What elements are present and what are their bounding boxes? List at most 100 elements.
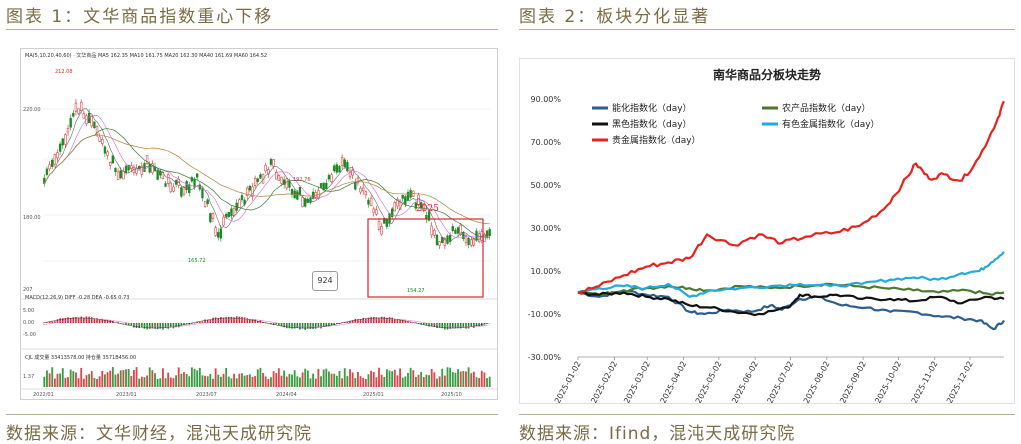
candle-body <box>325 183 327 189</box>
volume-bar <box>412 370 414 387</box>
volume-bar <box>457 369 459 387</box>
volume-bar <box>215 368 217 387</box>
volume-bar <box>265 376 267 387</box>
macd-bar <box>289 323 291 328</box>
candle-body <box>265 165 267 171</box>
candle-body <box>286 179 288 188</box>
candle-body <box>273 160 275 167</box>
volume-bar <box>262 373 264 387</box>
volume-bar <box>468 367 470 387</box>
candle-body <box>478 234 480 242</box>
x-tick-label: 2025-08-02 <box>802 360 832 403</box>
sector-line-svg: 南华商品分板块走势-30.00%-10.00%10.00%30.00%50.00… <box>520 59 1014 403</box>
candle-body <box>362 188 364 191</box>
volume-bar <box>130 376 132 387</box>
x-tick-label: 2025-03-02 <box>622 360 652 403</box>
volume-bar <box>72 371 74 387</box>
macd-tick-minus5: -5.00 <box>23 332 36 338</box>
volume-legend: CJL 成交量 33413578.00 持仓量 3571B456.00 <box>25 354 136 361</box>
macd-bar <box>173 323 175 328</box>
volume-bar <box>486 378 488 387</box>
volume-bar <box>173 378 175 387</box>
volume-bar <box>312 374 314 387</box>
volume-bar <box>476 377 478 387</box>
candle-body <box>360 188 362 192</box>
wenhua-index-kline-chart: MA(5,10,20,40,60) · 文华商品 MA5 162.35 MA10… <box>20 48 498 400</box>
macd-bar <box>452 323 454 328</box>
right-title-rule <box>519 29 1015 30</box>
volume-bar <box>51 367 53 387</box>
volume-bar <box>383 377 385 387</box>
macd-bar <box>383 317 385 323</box>
legend-label: 有色金属指数化（day） <box>782 118 880 130</box>
x-tick-2022-01: 2022/01 <box>33 392 54 398</box>
candle-body <box>426 215 428 219</box>
volume-bar <box>104 374 106 387</box>
candle-body <box>215 228 217 236</box>
volume-bar <box>159 378 161 387</box>
candle-body <box>80 102 82 111</box>
y-tick-label: 90.00% <box>530 95 561 104</box>
candle-body <box>165 183 167 186</box>
x-tick-2024-04: 2024/04 <box>276 392 297 398</box>
macd-bar <box>236 316 238 323</box>
candle-body <box>72 113 74 116</box>
candle-body <box>254 178 256 185</box>
volume-bar <box>49 373 51 387</box>
macd-bar <box>444 323 446 329</box>
candle-body <box>299 187 301 194</box>
volume-bar <box>296 376 298 387</box>
volume-bar <box>436 379 438 387</box>
volume-bar <box>178 367 180 387</box>
volume-bar <box>62 368 64 387</box>
macd-bar <box>407 322 409 323</box>
volume-bar <box>246 375 248 387</box>
volume-bar <box>78 378 80 387</box>
volume-bar <box>418 375 420 387</box>
candle-body <box>354 182 356 189</box>
volume-bar <box>209 374 211 387</box>
volume-bar <box>122 370 124 387</box>
volume-bar <box>317 369 319 387</box>
candle-body <box>231 209 233 216</box>
macd-bar <box>104 320 106 323</box>
volume-bar <box>346 376 348 387</box>
macd-bar <box>207 320 209 323</box>
macd-bar <box>223 318 225 323</box>
volume-bar <box>43 377 45 387</box>
legend-label: 农产品指数化（day） <box>782 102 871 114</box>
macd-bar <box>310 323 312 329</box>
volume-bar <box>249 374 251 387</box>
volume-bar <box>183 372 185 387</box>
macd-bar <box>465 323 467 329</box>
ma5-line <box>44 109 489 243</box>
candle-body <box>122 171 124 179</box>
volume-bar <box>307 370 309 387</box>
candle-body <box>57 153 59 158</box>
volume-bar <box>336 376 338 387</box>
volume-bar <box>431 369 433 387</box>
volume-bar <box>331 374 333 387</box>
candle-body <box>204 202 206 207</box>
volume-bar <box>433 372 435 387</box>
volume-bar <box>449 368 451 387</box>
volume-bar <box>320 376 322 387</box>
candle-body <box>112 156 114 163</box>
legend-label: 黑色指数化（day） <box>612 118 692 130</box>
volume-bar <box>157 379 159 387</box>
candle-body <box>220 229 222 239</box>
macd-bar <box>244 317 246 323</box>
candle-body <box>70 118 72 127</box>
macd-bar <box>136 323 138 328</box>
volume-bar <box>397 375 399 387</box>
volume-bar <box>138 379 140 387</box>
volume-bar <box>381 375 383 387</box>
macd-bar <box>381 317 383 323</box>
candle-body <box>394 202 396 211</box>
volume-bar <box>117 374 119 387</box>
y-tick-label: 30.00% <box>530 224 561 233</box>
volume-bar <box>207 376 209 387</box>
macd-bar <box>394 319 396 323</box>
candle-body <box>59 144 61 151</box>
candle-body <box>404 197 406 205</box>
